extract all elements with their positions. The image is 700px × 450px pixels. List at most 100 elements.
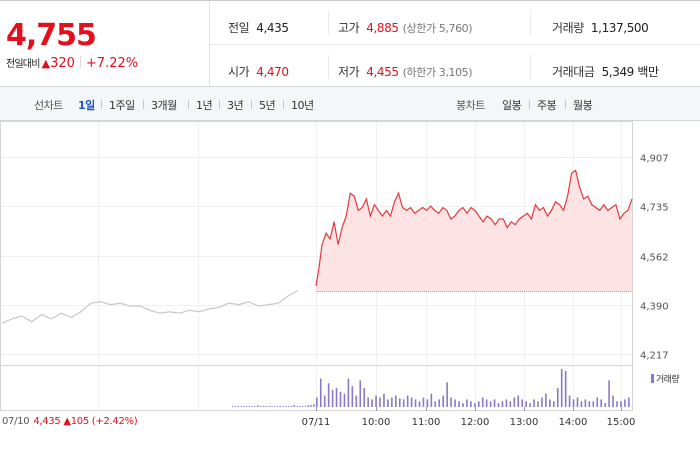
volume-bar xyxy=(458,401,460,407)
open-value: 4,470 xyxy=(256,65,289,79)
tab-monthly-candle[interactable]: 월봉 xyxy=(573,99,593,112)
volume-bar xyxy=(442,395,444,407)
volume-bar xyxy=(501,401,504,407)
trade-value-label: 거래대금 xyxy=(552,65,595,79)
volume-bar xyxy=(240,406,242,407)
x-tick-label: 10:00 xyxy=(362,417,391,428)
volume-bar xyxy=(529,403,531,407)
volume-bar xyxy=(327,383,330,407)
volume-bar xyxy=(509,401,512,407)
volume-bar xyxy=(243,406,245,407)
volume-bar xyxy=(418,401,421,407)
col-divider xyxy=(530,55,531,79)
volume-legend: 거래량 xyxy=(651,372,680,385)
volume-bar xyxy=(351,386,354,407)
volume-bar xyxy=(556,388,559,407)
x-tick-label: 14:00 xyxy=(559,417,588,428)
y-tick-label: 4,735 xyxy=(640,203,669,214)
volume-bar xyxy=(422,397,425,407)
volume-bar xyxy=(290,406,293,407)
tab-1y[interactable]: 1년 xyxy=(196,99,213,112)
series-today-area xyxy=(316,170,632,292)
volume-bar xyxy=(282,406,284,407)
volume-bar xyxy=(576,397,579,407)
volume-bar xyxy=(406,395,409,407)
volume-bar xyxy=(568,395,571,407)
tab-daily-candle[interactable]: 일봉 xyxy=(502,99,522,112)
tab-1d[interactable]: 1일 xyxy=(78,99,95,112)
line-chart-title: 선차트 xyxy=(34,99,63,112)
row-divider xyxy=(210,44,700,45)
upper-limit: (상한가 5,760) xyxy=(402,22,473,35)
x-tick-label: 15:00 xyxy=(607,417,636,428)
volume-bar xyxy=(234,406,237,407)
low-cell: 저가 4,455 (하한가 3,105) xyxy=(338,63,473,80)
volume-bar xyxy=(541,397,543,407)
change-value: 320 xyxy=(50,56,75,71)
volume-bar xyxy=(410,397,413,407)
volume-bar xyxy=(395,395,397,407)
volume-bar xyxy=(430,393,433,407)
tab-5y[interactable]: 5년 xyxy=(259,99,276,112)
tab-weekly-candle[interactable]: 주봉 xyxy=(537,99,557,112)
volume-bar xyxy=(497,403,500,407)
change-percent: +7.22% xyxy=(85,56,139,71)
volume-swatch xyxy=(651,374,654,383)
tab-separator xyxy=(529,100,530,109)
volume-bar xyxy=(260,406,262,407)
prev-close-value: 4,435 xyxy=(256,21,289,35)
volume-bar xyxy=(307,405,309,407)
volume-bar xyxy=(438,399,441,407)
volume-bar xyxy=(276,406,279,407)
lower-limit: (하한가 3,105) xyxy=(402,66,473,79)
y-tick-label: 4,390 xyxy=(640,302,669,313)
x-tick-label: 07/11 xyxy=(302,417,331,428)
price-box: 4,755 전일대비 ▲320 +7.22% xyxy=(0,1,210,87)
y-tick-label: 4,907 xyxy=(640,154,669,165)
volume-bar xyxy=(265,406,267,407)
quote-summary: 4,755 전일대비 ▲320 +7.22% 전일 4,435 고가 4,885 (상한가… xyxy=(0,0,700,87)
tab-3y[interactable]: 3년 xyxy=(227,99,244,112)
tab-3m[interactable]: 3개월 xyxy=(151,99,177,112)
volume-bar xyxy=(414,399,417,407)
high-label: 고가 xyxy=(338,21,360,35)
volume-bar xyxy=(525,401,527,407)
tab-separator xyxy=(251,100,252,109)
volume-bar xyxy=(339,391,342,407)
volume-bar xyxy=(592,401,595,407)
previous-day-info: 07/10 4,435 ▲105 (+2.42%) xyxy=(2,416,138,427)
tab-10y[interactable]: 10년 xyxy=(291,99,314,112)
volume-bar xyxy=(402,399,405,407)
volume-bar xyxy=(248,406,251,407)
volume-bar xyxy=(580,401,583,407)
volume-bar xyxy=(505,399,508,407)
volume-bar xyxy=(564,370,567,407)
high-value: 4,885 xyxy=(366,21,399,35)
volume-bar xyxy=(367,397,369,407)
trade-value-cell: 거래대금 5,349 백만 xyxy=(552,63,659,80)
volume-bar xyxy=(379,397,381,407)
volume-bar xyxy=(612,395,614,407)
low-label: 저가 xyxy=(338,65,360,79)
volume-bar xyxy=(493,399,496,407)
tab-separator xyxy=(143,100,144,109)
tab-1w[interactable]: 1주일 xyxy=(109,99,135,112)
chart-period-tabs: 선차트 1일 1주일 3개월 1년 3년 5년 10년 봉차트 일봉 주봉 월봉 xyxy=(0,87,700,121)
previous-day-change: 4,435 ▲105 (+2.42%) xyxy=(33,416,138,427)
volume-bar xyxy=(533,399,535,407)
volume-bar xyxy=(347,378,350,407)
volume-bar xyxy=(355,395,358,407)
volume-bar xyxy=(608,380,610,407)
tab-separator xyxy=(219,100,220,109)
volume-legend-label: 거래량 xyxy=(656,375,680,385)
volume-bar xyxy=(285,406,287,407)
tab-separator xyxy=(188,100,189,109)
candle-chart-title: 봉차트 xyxy=(456,99,485,112)
tab-separator xyxy=(565,100,566,109)
volume-bar xyxy=(628,397,630,407)
volume-value: 1,137,500 xyxy=(590,21,649,35)
volume-bar xyxy=(359,380,362,407)
volume-bar xyxy=(237,406,239,407)
volume-bar xyxy=(572,399,575,407)
volume-bar xyxy=(462,403,464,407)
